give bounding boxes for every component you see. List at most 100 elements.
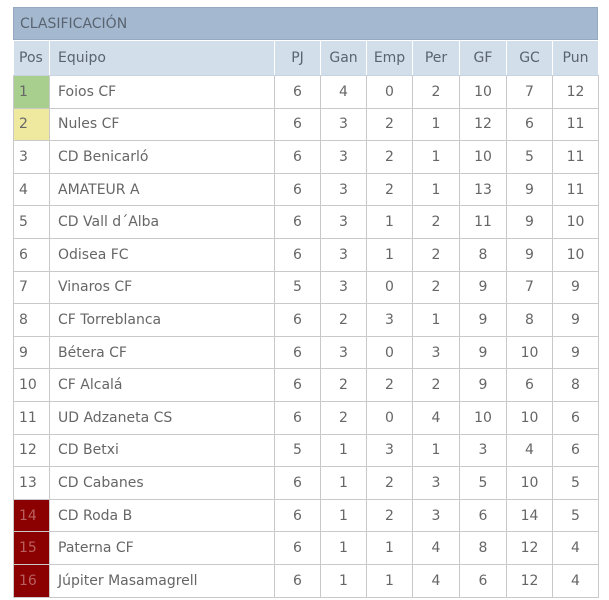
cell-points: 4	[552, 563, 599, 598]
cell-position: 1	[13, 75, 50, 109]
header-row: Pos Equipo PJ Gan Emp Per GF GC Pun	[13, 40, 599, 76]
table-row: 9 Bétera CF 6 3 0 3 9 10 9	[13, 335, 599, 370]
column-header-gf[interactable]: GF	[459, 40, 507, 76]
cell-team[interactable]: CD Cabanes	[49, 466, 275, 500]
cell-position: 16	[13, 563, 50, 598]
cell-position: 12	[13, 433, 50, 468]
cell-won: 3	[320, 172, 367, 207]
cell-position: 9	[13, 335, 50, 370]
cell-goals-against: 9	[506, 172, 553, 207]
cell-team[interactable]: Nules CF	[49, 107, 275, 142]
cell-won: 3	[320, 205, 367, 239]
cell-team[interactable]: Bétera CF	[49, 335, 275, 370]
cell-position: 5	[13, 205, 50, 239]
cell-position: 7	[13, 270, 50, 305]
cell-lost: 1	[412, 140, 460, 174]
cell-lost: 4	[412, 400, 460, 435]
cell-goals-against: 5	[506, 140, 553, 174]
cell-won: 3	[320, 335, 367, 370]
cell-points: 4	[552, 531, 599, 565]
cell-position: 15	[13, 531, 50, 565]
cell-played: 5	[274, 270, 321, 305]
cell-won: 4	[320, 75, 367, 109]
cell-points: 11	[552, 107, 599, 142]
cell-points: 9	[552, 303, 599, 337]
cell-goals-for: 9	[459, 303, 507, 337]
cell-goals-against: 8	[506, 303, 553, 337]
cell-lost: 2	[412, 368, 460, 402]
cell-points: 12	[552, 75, 599, 109]
cell-points: 11	[552, 140, 599, 174]
column-header-emp[interactable]: Emp	[366, 40, 413, 76]
cell-played: 6	[274, 75, 321, 109]
cell-team[interactable]: CD Benicarló	[49, 140, 275, 174]
cell-points: 6	[552, 400, 599, 435]
cell-played: 6	[274, 140, 321, 174]
column-header-equipo[interactable]: Equipo	[49, 40, 275, 76]
cell-goals-for: 8	[459, 237, 507, 272]
cell-position: 14	[13, 498, 50, 533]
cell-played: 6	[274, 466, 321, 500]
column-header-per[interactable]: Per	[412, 40, 460, 76]
cell-team[interactable]: Júpiter Masamagrell	[49, 563, 275, 598]
cell-team[interactable]: CD Betxi	[49, 433, 275, 468]
standings-table: Pos Equipo PJ Gan Emp Per GF GC Pun 1 Foios CF 6 4 0…	[13, 40, 599, 598]
cell-drawn: 1	[366, 205, 413, 239]
cell-won: 2	[320, 368, 367, 402]
column-header-gc[interactable]: GC	[506, 40, 553, 76]
cell-won: 1	[320, 466, 367, 500]
cell-goals-against: 6	[506, 107, 553, 142]
cell-drawn: 1	[366, 531, 413, 565]
cell-team[interactable]: CF Alcalá	[49, 368, 275, 402]
cell-points: 9	[552, 335, 599, 370]
cell-lost: 4	[412, 531, 460, 565]
cell-goals-against: 7	[506, 75, 553, 109]
cell-team[interactable]: Odisea FC	[49, 237, 275, 272]
cell-drawn: 2	[366, 466, 413, 500]
cell-goals-for: 10	[459, 400, 507, 435]
cell-drawn: 3	[366, 433, 413, 468]
cell-drawn: 0	[366, 400, 413, 435]
cell-won: 1	[320, 498, 367, 533]
cell-goals-against: 14	[506, 498, 553, 533]
cell-drawn: 2	[366, 368, 413, 402]
cell-won: 3	[320, 237, 367, 272]
cell-drawn: 2	[366, 498, 413, 533]
cell-played: 6	[274, 205, 321, 239]
cell-drawn: 3	[366, 303, 413, 337]
cell-points: 9	[552, 270, 599, 305]
column-header-pun[interactable]: Pun	[552, 40, 599, 76]
table-row: 10 CF Alcalá 6 2 2 2 9 6 8	[13, 368, 599, 402]
column-header-pj[interactable]: PJ	[274, 40, 321, 76]
cell-played: 6	[274, 368, 321, 402]
cell-team[interactable]: CD Roda B	[49, 498, 275, 533]
column-header-pos[interactable]: Pos	[13, 40, 50, 76]
cell-won: 3	[320, 140, 367, 174]
table-row: 8 CF Torreblanca 6 2 3 1 9 8 9	[13, 303, 599, 337]
table-row: 6 Odisea FC 6 3 1 2 8 9 10	[13, 237, 599, 272]
cell-drawn: 2	[366, 172, 413, 207]
table-row: 16 Júpiter Masamagrell 6 1 1 4 6 12 4	[13, 563, 599, 598]
cell-lost: 3	[412, 498, 460, 533]
cell-position: 10	[13, 368, 50, 402]
cell-team[interactable]: CD Vall d´Alba	[49, 205, 275, 239]
cell-goals-against: 12	[506, 563, 553, 598]
cell-goals-against: 10	[506, 400, 553, 435]
cell-won: 3	[320, 270, 367, 305]
cell-goals-against: 10	[506, 466, 553, 500]
cell-played: 6	[274, 498, 321, 533]
cell-won: 3	[320, 107, 367, 142]
cell-won: 2	[320, 400, 367, 435]
cell-team[interactable]: CF Torreblanca	[49, 303, 275, 337]
table-row: 2 Nules CF 6 3 2 1 12 6 11	[13, 107, 599, 142]
cell-goals-for: 9	[459, 368, 507, 402]
cell-team[interactable]: Paterna CF	[49, 531, 275, 565]
cell-points: 8	[552, 368, 599, 402]
cell-team[interactable]: Foios CF	[49, 75, 275, 109]
column-header-gan[interactable]: Gan	[320, 40, 367, 76]
cell-team[interactable]: UD Adzaneta CS	[49, 400, 275, 435]
standings-title: CLASIFICACIÓN	[13, 7, 598, 40]
cell-team[interactable]: Vinaros CF	[49, 270, 275, 305]
cell-team[interactable]: AMATEUR A	[49, 172, 275, 207]
cell-drawn: 2	[366, 107, 413, 142]
